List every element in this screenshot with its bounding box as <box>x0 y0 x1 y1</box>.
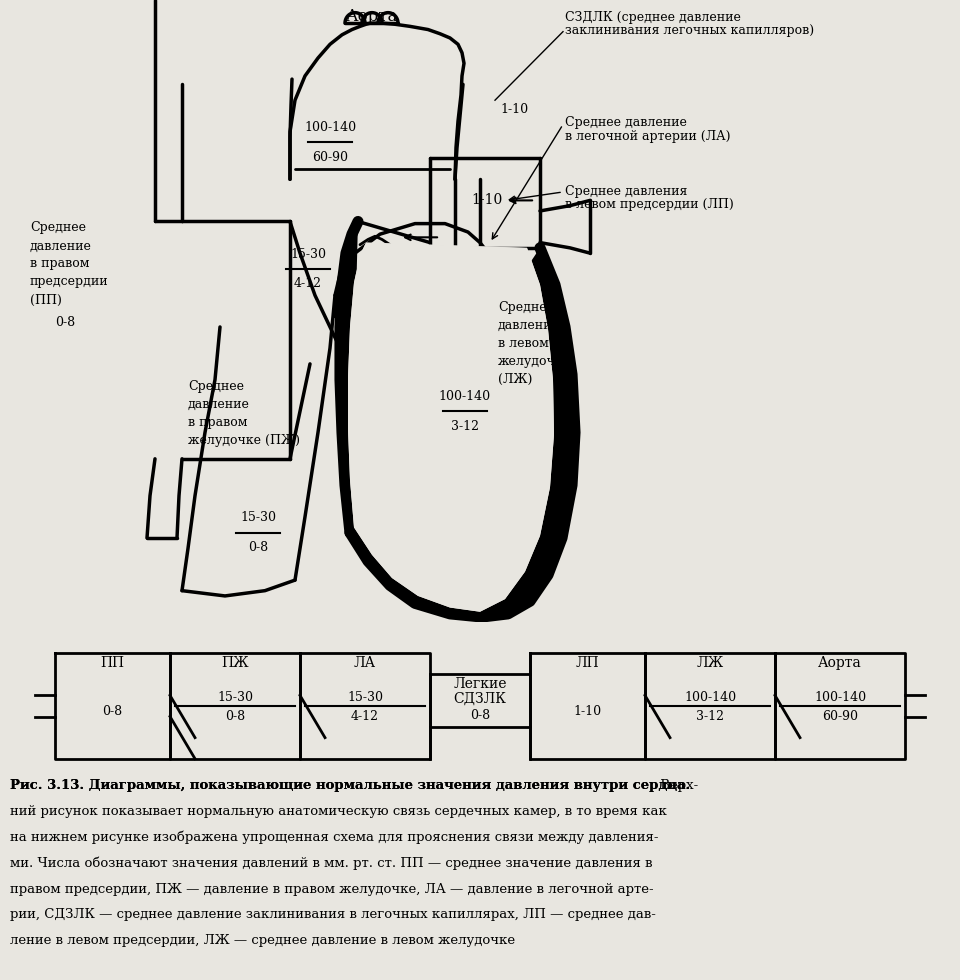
Text: Среднее давления: Среднее давления <box>565 184 687 198</box>
Text: рии, СДЗЛК — среднее давление заклинивания в легочных капиллярах, ЛП — среднее д: рии, СДЗЛК — среднее давление заклиниван… <box>10 908 656 921</box>
Text: 0-8: 0-8 <box>225 710 245 723</box>
Text: в левом предсердии (ЛП): в левом предсердии (ЛП) <box>565 198 733 212</box>
Text: Среднее
давление
в правом
желудочке (ПЖ): Среднее давление в правом желудочке (ПЖ) <box>188 379 300 447</box>
Text: ний рисунок показывает нормальную анатомическую связь сердечных камер, в то врем: ний рисунок показывает нормальную анатом… <box>10 806 666 818</box>
Text: 3-12: 3-12 <box>696 710 724 723</box>
Text: Легкие: Легкие <box>453 677 507 692</box>
Polygon shape <box>340 221 575 617</box>
Text: 60-90: 60-90 <box>822 710 858 723</box>
Text: 100-140: 100-140 <box>439 390 492 403</box>
Text: ПП: ПП <box>101 657 125 670</box>
Text: 1-10: 1-10 <box>573 705 602 717</box>
Text: правом предсердии, ПЖ — давление в правом желудочке, ЛА — давление в легочной ар: правом предсердии, ПЖ — давление в право… <box>10 883 653 896</box>
Polygon shape <box>348 243 554 612</box>
Text: 0-8: 0-8 <box>55 317 75 329</box>
Text: 0-8: 0-8 <box>470 709 490 722</box>
Text: СДЗЛК: СДЗЛК <box>453 692 507 706</box>
Text: Верх-: Верх- <box>657 779 699 793</box>
Text: 15-30: 15-30 <box>347 691 383 704</box>
Text: Аорта: Аорта <box>818 657 862 670</box>
Text: Среднее давление: Среднее давление <box>565 116 686 129</box>
Text: Среднее
давление
в правом
предсердии
(ПП): Среднее давление в правом предсердии (ПП… <box>30 221 108 307</box>
Text: 1-10: 1-10 <box>500 103 528 117</box>
Text: в легочной артерии (ЛА): в легочной артерии (ЛА) <box>565 129 731 143</box>
Text: Рис. 3.13. Диаграммы, показывающие нормальные значения давления внутри сердца.: Рис. 3.13. Диаграммы, показывающие норма… <box>10 779 690 793</box>
Text: 0-8: 0-8 <box>248 541 268 554</box>
Text: ЛЖ: ЛЖ <box>696 657 724 670</box>
Text: 100-140: 100-140 <box>814 691 866 704</box>
Text: Аорта: Аорта <box>346 9 398 25</box>
Text: на нижнем рисунке изображена упрощенная схема для прояснения связи между давлени: на нижнем рисунке изображена упрощенная … <box>10 831 659 845</box>
Text: 15-30: 15-30 <box>290 248 326 261</box>
Text: СЗДЛК (среднее давление: СЗДЛК (среднее давление <box>565 11 741 24</box>
Text: ЛА: ЛА <box>354 657 376 670</box>
Text: 4-12: 4-12 <box>294 277 322 290</box>
Text: Рис. 3.13. Диаграммы, показывающие нормальные значения давления внутри сердца.: Рис. 3.13. Диаграммы, показывающие норма… <box>10 779 690 793</box>
Text: 60-90: 60-90 <box>312 151 348 164</box>
Text: заклинивания легочных капилляров): заклинивания легочных капилляров) <box>565 24 814 37</box>
Text: 0-8: 0-8 <box>103 705 123 717</box>
Text: 15-30: 15-30 <box>217 691 253 704</box>
Polygon shape <box>348 243 554 612</box>
Text: 1-10: 1-10 <box>471 193 503 208</box>
Text: Среднее
давление
в левом
желудочке
(ЛЖ): Среднее давление в левом желудочке (ЛЖ) <box>498 301 571 385</box>
Text: ЛП: ЛП <box>576 657 599 670</box>
Text: ми. Числа обозначают значения давлений в мм. рт. ст. ПП — среднее значение давле: ми. Числа обозначают значения давлений в… <box>10 857 652 870</box>
Text: 15-30: 15-30 <box>240 512 276 524</box>
Text: 3-12: 3-12 <box>451 419 479 433</box>
Text: ление в левом предсердии, ЛЖ — среднее давление в левом желудочке: ление в левом предсердии, ЛЖ — среднее д… <box>10 934 515 947</box>
Text: ПЖ: ПЖ <box>221 657 249 670</box>
Text: 100-140: 100-140 <box>684 691 736 704</box>
Text: 100-140: 100-140 <box>304 121 356 134</box>
Text: 4-12: 4-12 <box>351 710 379 723</box>
